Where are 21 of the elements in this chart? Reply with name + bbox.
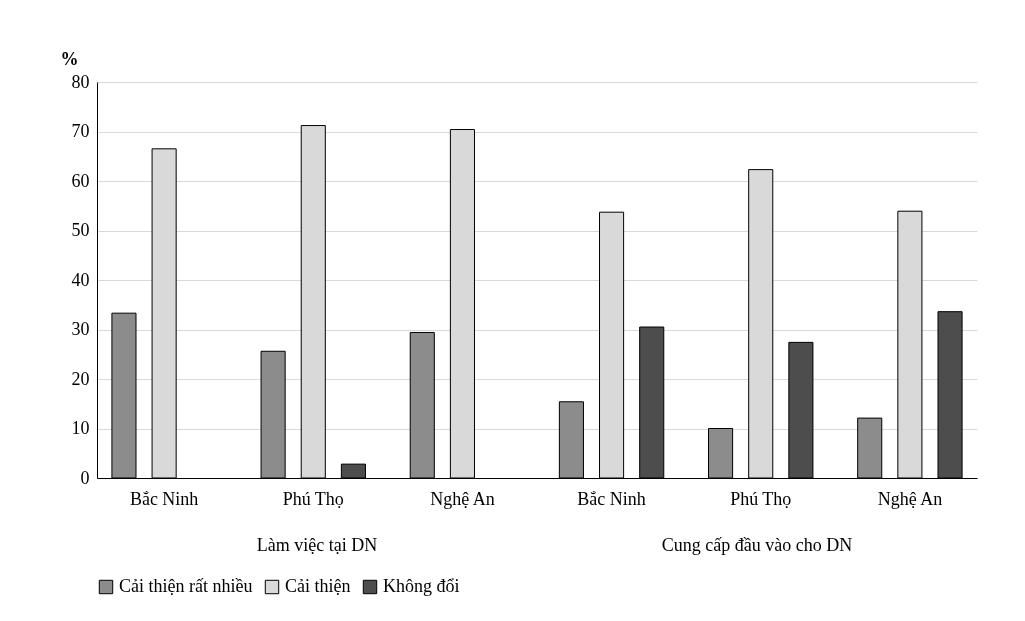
legend-label: Không đổi xyxy=(383,576,460,596)
y-tick-label: 30 xyxy=(71,319,90,339)
y-tick-label: 60 xyxy=(71,170,90,191)
y-tick-label: 20 xyxy=(71,368,90,389)
x-tick-label: Phú Thọ xyxy=(282,488,344,509)
legend-label: Cải thiện rất nhiều xyxy=(119,576,253,596)
legend-label: Cải thiện xyxy=(285,576,351,596)
text: Làm việc tại DN xyxy=(256,535,378,555)
x-tick-label: Bắc Ninh xyxy=(129,488,199,509)
y-tick-label: 10 xyxy=(71,418,90,438)
y-tick-label: 80 xyxy=(71,71,90,92)
y-tick-label: 40 xyxy=(71,269,90,290)
y-axis-title: % xyxy=(60,48,79,69)
y-tick-label: 0 xyxy=(80,467,90,488)
x-tick-label: Bắc Ninh xyxy=(577,488,646,509)
x-tick-label: Nghệ An xyxy=(877,488,943,509)
text: Cung cấp đầu vào cho DN xyxy=(661,535,853,555)
x-tick-label: Nghệ An xyxy=(430,488,495,509)
x-tick-label: Phú Thọ xyxy=(730,488,792,509)
y-tick-label: 70 xyxy=(71,121,90,141)
y-tick-label: 50 xyxy=(71,220,90,240)
